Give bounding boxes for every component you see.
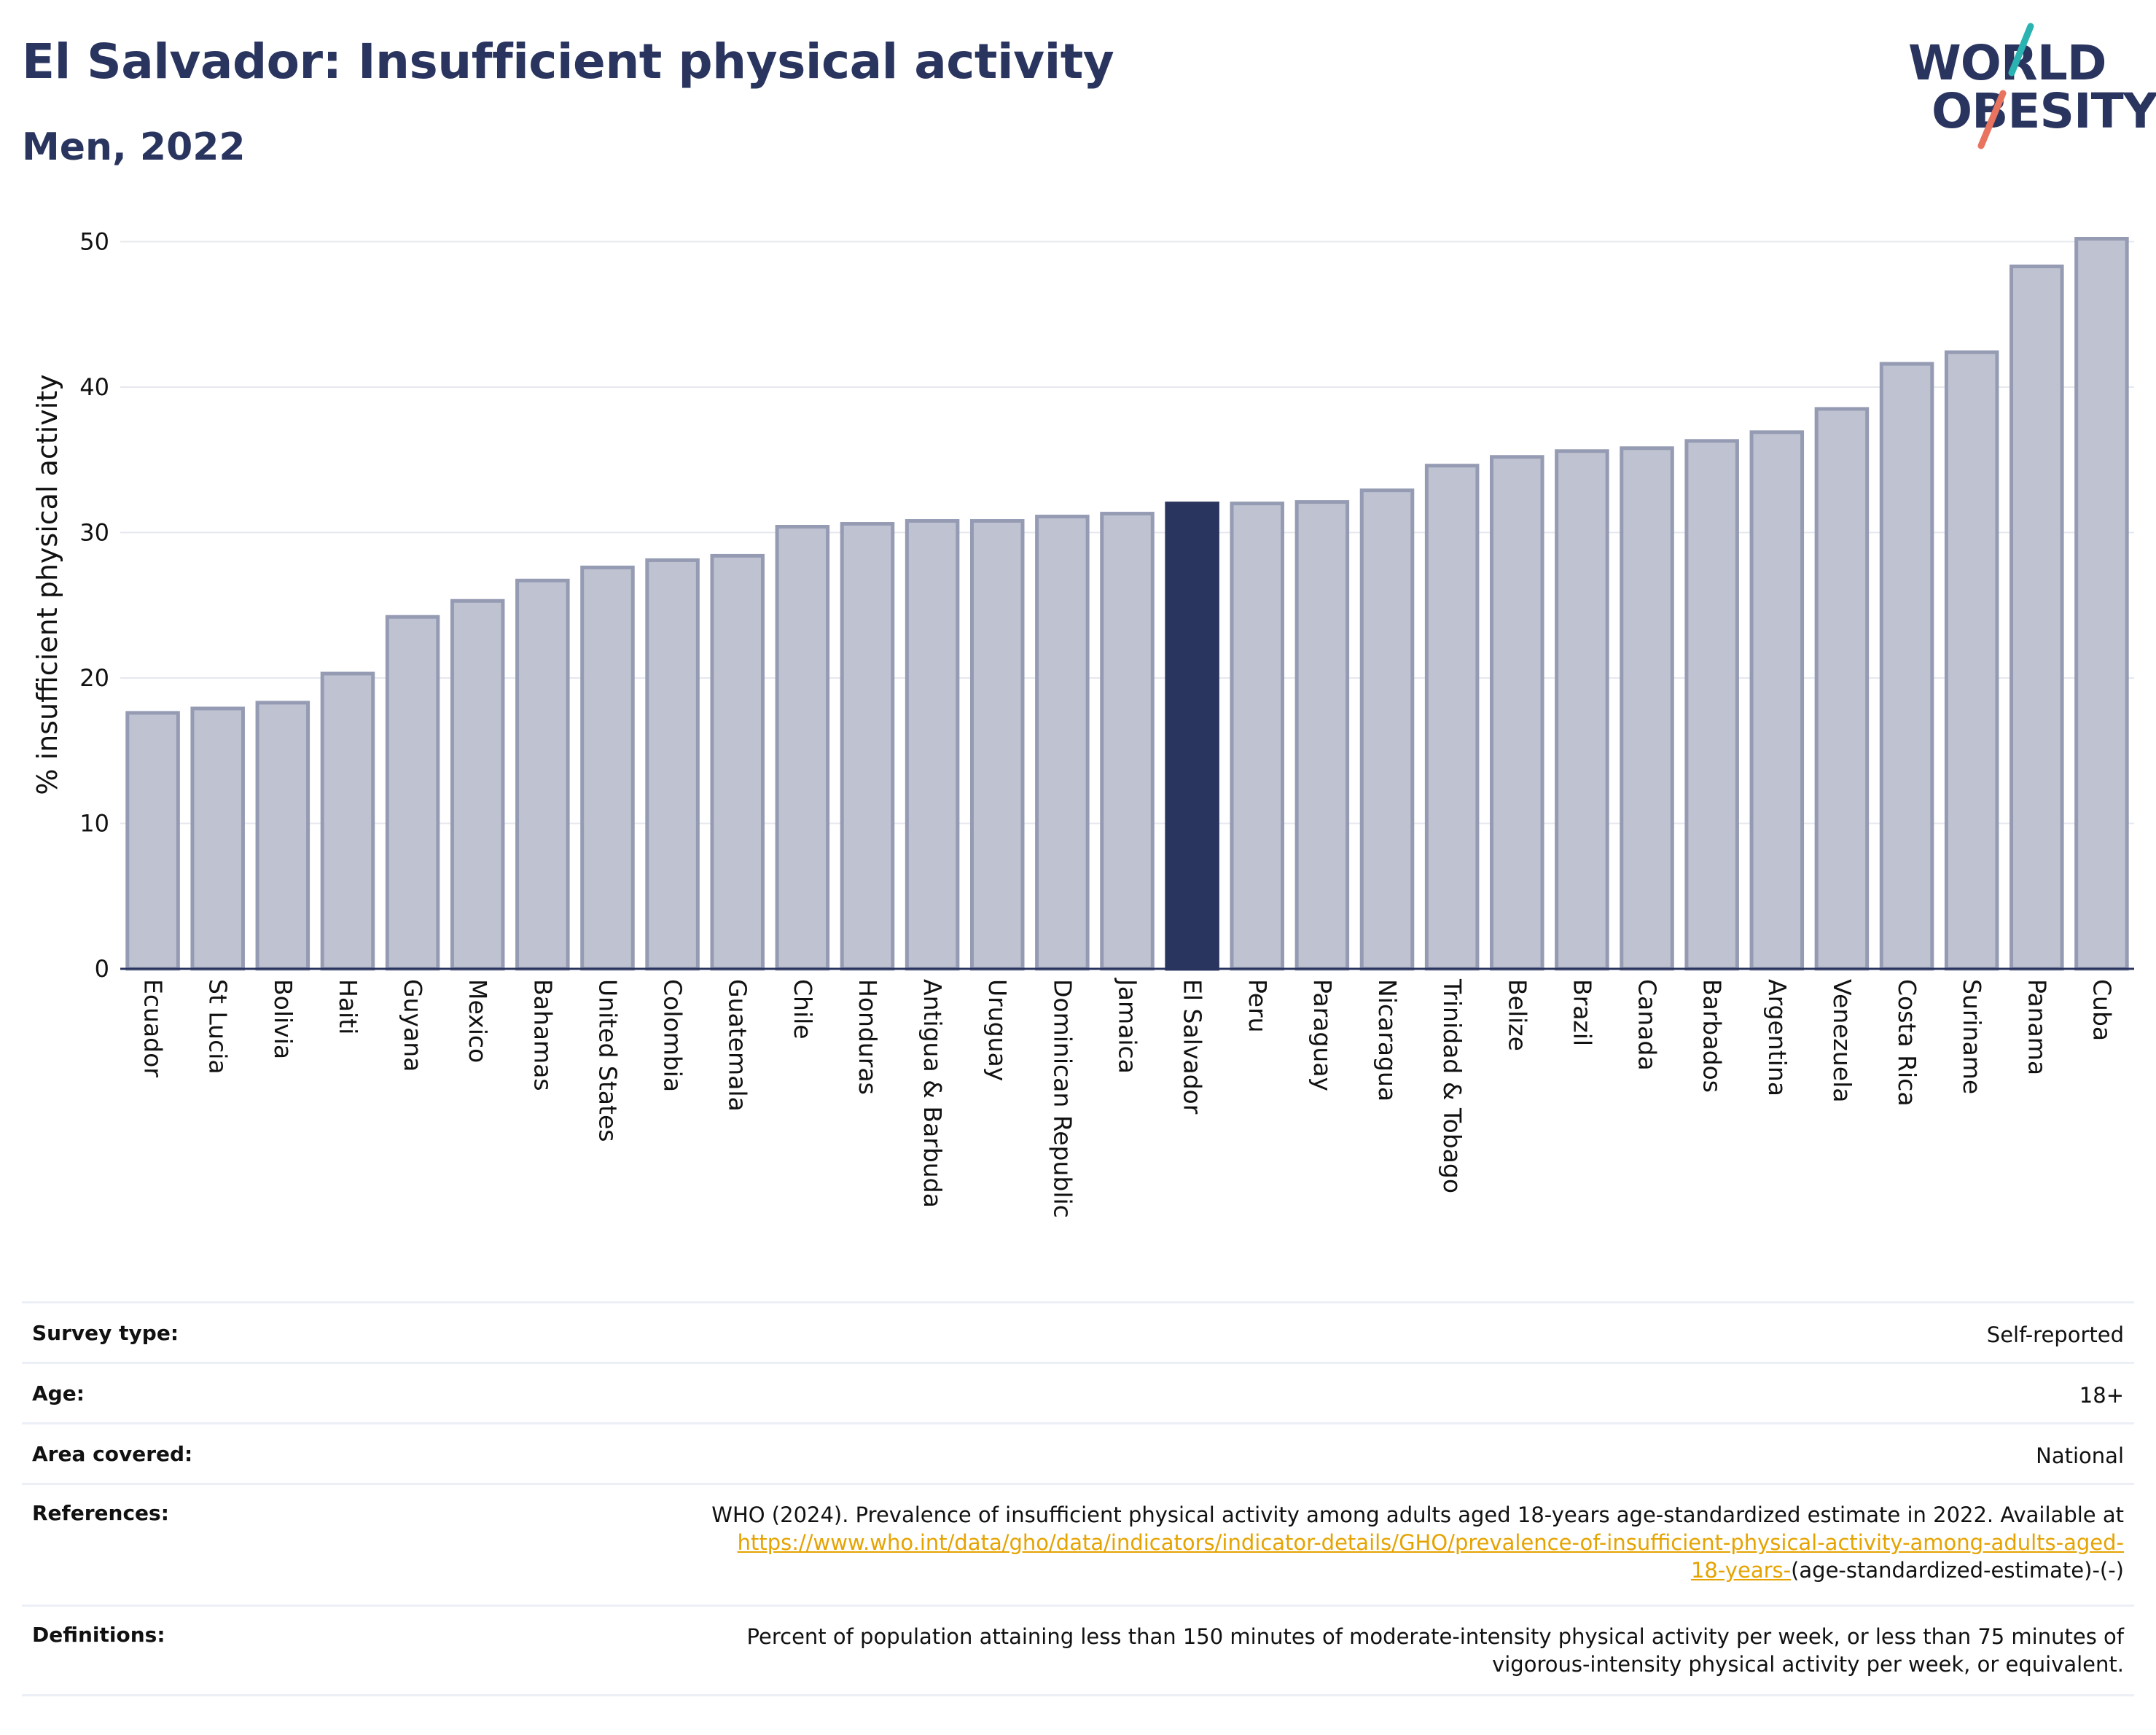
bar-united-states <box>580 565 635 971</box>
references-link-line1[interactable]: https://www.who.int/data/gho/data/indica… <box>737 1530 2124 1555</box>
world-obesity-logo: WORLD OBESITY <box>1895 15 2156 160</box>
x-category-label: Honduras <box>854 979 882 1095</box>
x-category-label: Ecuador <box>139 979 168 1077</box>
area-label: Area covered: <box>32 1442 193 1466</box>
references-value: WHO (2024). Prevalence of insufficient p… <box>520 1501 2124 1584</box>
bar-jamaica <box>1100 512 1155 971</box>
x-category-label: Belize <box>1503 979 1531 1051</box>
info-row-references: References: WHO (2024). Prevalence of in… <box>22 1483 2134 1605</box>
x-category-label: Antigua & Barbuda <box>918 979 947 1208</box>
x-category-label: St Lucia <box>204 979 233 1075</box>
age-label: Age: <box>32 1381 85 1405</box>
y-tick-label: 20 <box>79 664 109 692</box>
x-category-label: Jamaica <box>1114 978 1142 1074</box>
x-category-label: Chile <box>789 979 817 1040</box>
bar-mexico <box>450 599 505 971</box>
bar-chile <box>775 525 830 971</box>
y-tick-label: 40 <box>79 373 109 401</box>
x-category-label: Nicaragua <box>1373 979 1402 1102</box>
x-category-label: Brazil <box>1568 979 1596 1046</box>
bar-trinidad-tobago <box>1424 464 1480 971</box>
references-text: WHO (2024). Prevalence of insufficient p… <box>711 1502 2124 1527</box>
bar-bolivia <box>255 701 310 971</box>
survey-type-value: Self-reported <box>1986 1322 2124 1347</box>
y-tick-label: 50 <box>79 228 109 256</box>
x-category-label: Peru <box>1243 979 1272 1033</box>
bar-colombia <box>645 558 700 971</box>
bar-bahamas <box>515 578 570 971</box>
x-category-label: Bahamas <box>528 979 557 1091</box>
references-link-line2[interactable]: 18-years- <box>1690 1558 1792 1583</box>
survey-type-label: Survey type: <box>32 1321 179 1345</box>
bar-paraguay <box>1294 500 1350 971</box>
info-table: Survey type: Self-reported Age: 18+ Area… <box>22 1301 2134 1696</box>
bar-ecuador <box>125 711 180 971</box>
bar-dominican-republic <box>1035 515 1090 971</box>
bar-panama <box>2009 264 2064 971</box>
y-tick-labels: 0 10 20 30 40 50 <box>79 228 109 983</box>
logo-text-obesity: OBESITY <box>1932 83 2156 139</box>
definitions-value: Percent of population attaining less tha… <box>746 1624 2124 1677</box>
x-category-label: Mexico <box>464 979 492 1063</box>
bar-st-lucia <box>190 706 245 971</box>
info-row-survey-type: Survey type: Self-reported <box>22 1301 2134 1362</box>
info-row-age: Age: 18+ <box>22 1362 2134 1422</box>
x-category-label: El Salvador <box>1179 979 1207 1115</box>
x-category-label: Canada <box>1633 979 1662 1071</box>
bar-cuba <box>2074 237 2129 971</box>
references-suffix: (age-standardized-estimate)-(-) <box>1791 1558 2124 1583</box>
x-category-label: Barbados <box>1698 979 1727 1093</box>
bar-brazil <box>1555 449 1609 971</box>
x-category-labels: Ecuador St Lucia Bolivia Haiti Guyana Mexico B… <box>139 978 2117 1218</box>
references-label: References: <box>32 1501 169 1525</box>
bar-costa-rica <box>1879 362 1934 971</box>
x-category-label: Argentina <box>1763 979 1792 1096</box>
age-value: 18+ <box>2079 1383 2124 1408</box>
x-category-label: Uruguay <box>983 979 1012 1081</box>
x-category-label: Guatemala <box>724 979 752 1112</box>
x-category-label: Bolivia <box>269 979 297 1059</box>
area-value: National <box>2036 1443 2124 1468</box>
bar-haiti <box>320 671 375 971</box>
bar-guyana <box>385 615 440 971</box>
y-tick-label: 30 <box>79 519 109 547</box>
x-category-label: United States <box>593 979 622 1142</box>
x-category-label: Venezuela <box>1828 979 1856 1102</box>
bar-nicaragua <box>1359 488 1415 971</box>
bar-chart: 0 10 20 30 40 50 Ecuador St Lucia Bolivia Haiti G… <box>31 228 2134 1218</box>
x-category-label: Dominican Republic <box>1048 979 1077 1218</box>
y-axis-title: % insufficient physical activity <box>31 374 63 795</box>
logo-text-world: WORLD <box>1908 35 2107 91</box>
bar-barbados <box>1684 439 1739 971</box>
x-category-label: Panama <box>2023 979 2051 1075</box>
bar-venezuela <box>1814 407 1870 971</box>
definitions-label: Definitions: <box>32 1623 165 1647</box>
bar-canada <box>1620 446 1674 971</box>
info-row-definitions: Definitions: Percent of population attai… <box>22 1605 2134 1696</box>
x-category-label: Trinidad & Tobago <box>1438 978 1466 1193</box>
x-category-label: Paraguay <box>1308 979 1337 1091</box>
x-category-label: Suriname <box>1958 979 1986 1094</box>
bar-peru <box>1230 502 1285 971</box>
info-row-area: Area covered: National <box>22 1422 2134 1483</box>
bar-argentina <box>1749 430 1805 971</box>
x-category-label: Guyana <box>399 979 427 1072</box>
bar-belize <box>1490 455 1544 971</box>
x-category-label: Costa Rica <box>1893 979 1921 1107</box>
bars-layer <box>125 237 2129 971</box>
page-title: El Salvador: Insufficient physical activ… <box>22 34 1114 90</box>
bar-guatemala <box>710 553 765 971</box>
bar-antigua-barbuda <box>905 519 960 971</box>
x-category-label: Cuba <box>2087 979 2116 1041</box>
y-tick-label: 0 <box>95 955 109 983</box>
x-category-label: Colombia <box>659 979 687 1092</box>
x-category-label: Haiti <box>334 979 362 1034</box>
bar-suriname <box>1944 350 1999 971</box>
bar-honduras <box>840 522 895 971</box>
page-subtitle: Men, 2022 <box>22 125 246 169</box>
bar-uruguay <box>969 519 1025 971</box>
y-tick-label: 10 <box>79 810 109 838</box>
bar-el-salvador <box>1165 502 1219 971</box>
logo-slash-icon <box>1977 23 2034 149</box>
